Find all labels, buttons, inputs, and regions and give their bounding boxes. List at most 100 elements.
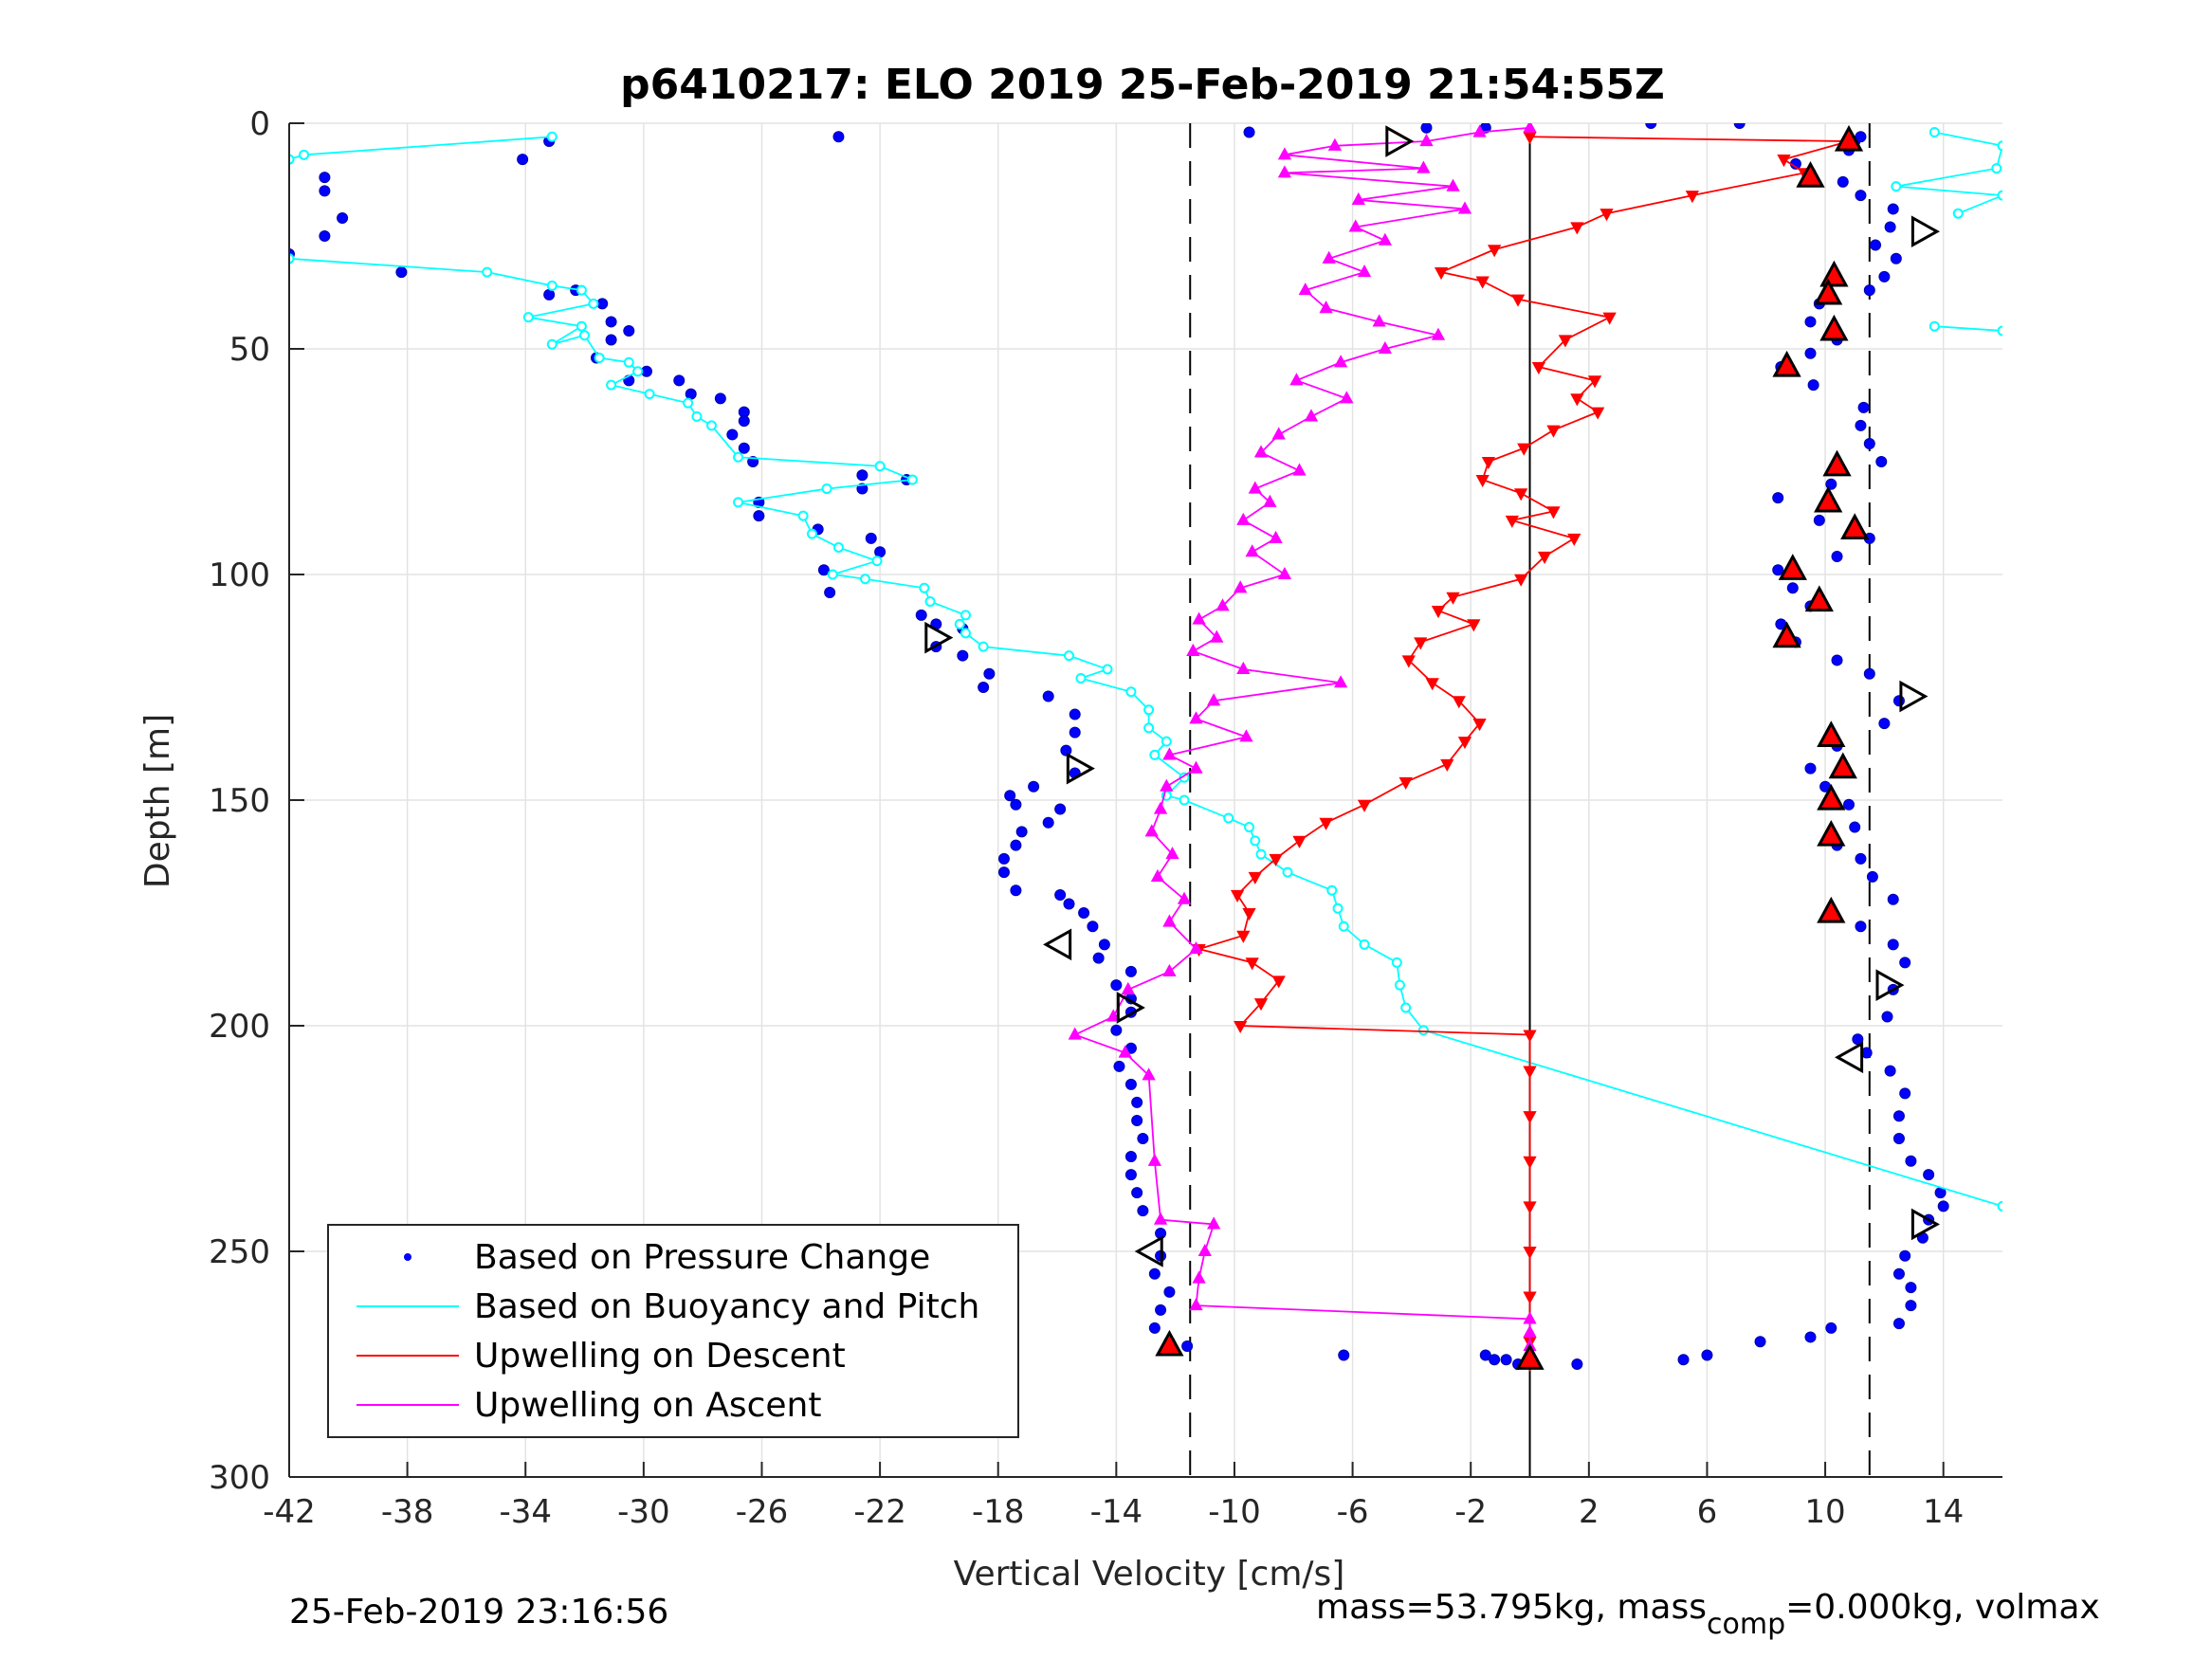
series-layer — [289, 123, 2002, 1373]
descent-point-18 — [1517, 443, 1531, 456]
descent-point-40 — [1292, 835, 1307, 848]
descent-point-23 — [1505, 515, 1519, 528]
pressure-point-59 — [1098, 939, 1110, 951]
ascent-point-8 — [1351, 191, 1365, 205]
descent-point-56 — [1523, 1246, 1537, 1260]
footer-mass-suffix: =0.000kg, volmax — [1785, 1588, 2100, 1627]
buoyancy-point-1-40 — [1161, 736, 1172, 747]
x-tick-label-12: 6 — [1697, 1493, 1718, 1531]
descent-point-33 — [1452, 696, 1466, 709]
pressure-point-146 — [1804, 347, 1817, 359]
descent-point-14 — [1587, 375, 1602, 389]
buoyancy-point-0-0 — [546, 131, 558, 142]
buoyancy-point-1-17 — [733, 451, 744, 463]
descent-point-44 — [1242, 907, 1256, 921]
ascent-point-38 — [1333, 675, 1348, 688]
buoyancy-point-1-52 — [1338, 921, 1349, 932]
descent-point-57 — [1523, 1291, 1537, 1304]
descent-point-27 — [1446, 592, 1460, 605]
buoyancy-point-2-2 — [1991, 163, 2002, 174]
pressure-point-104 — [1923, 1169, 1935, 1181]
pressure-point-56 — [1063, 898, 1075, 910]
ascent-point-5 — [1417, 160, 1431, 173]
y-tick-label-0: 0 — [249, 105, 270, 143]
pressure-point-40 — [1042, 690, 1054, 702]
x-tick-label-14: 14 — [1923, 1493, 1964, 1531]
ascent-point-3 — [1327, 137, 1343, 151]
descent-point-55 — [1523, 1201, 1537, 1214]
legend-label-2: Upwelling on Descent — [474, 1337, 846, 1376]
pressure-point-155 — [1887, 203, 1899, 215]
buoyancy-point-3-0 — [1929, 320, 1940, 332]
descent-point-29 — [1467, 619, 1481, 632]
buoyancy-point-1-18 — [874, 461, 886, 472]
red-triangle-13 — [1828, 752, 1857, 779]
pressure-point-118 — [1866, 870, 1878, 883]
descent-point-10 — [1510, 294, 1526, 307]
buoyancy-point-1-56 — [1400, 1002, 1412, 1013]
pressure-point-3 — [337, 211, 349, 224]
ascent-point-36 — [1186, 643, 1200, 656]
buoyancy-point-1-38 — [1143, 704, 1155, 716]
pressure-point-87 — [1500, 1354, 1512, 1366]
buoyancy-point-1-58 — [1997, 1200, 2002, 1212]
open-triangle-right-7 — [1910, 1208, 1940, 1241]
buoyancy-point-1-10 — [623, 356, 634, 368]
red-triangle-8 — [1840, 513, 1870, 539]
pressure-point-133 — [1786, 582, 1799, 594]
buoyancy-point-1-4 — [588, 298, 599, 309]
pressure-point-10 — [623, 324, 635, 337]
descent-point-26 — [1514, 574, 1528, 587]
x-tick-label-5: -22 — [853, 1493, 906, 1531]
descent-point-49 — [1253, 998, 1269, 1012]
buoyancy-point-1-53 — [1359, 939, 1370, 950]
ascent-point-44 — [1160, 778, 1174, 792]
pressure-point-128 — [1863, 667, 1875, 680]
buoyancy-line-3 — [1934, 325, 2002, 332]
descent-point-13 — [1531, 361, 1546, 375]
descent-point-15 — [1570, 393, 1584, 407]
pressure-point-137 — [1813, 514, 1825, 526]
ascent-point-56 — [1118, 1045, 1132, 1058]
buoyancy-point-1-46 — [1244, 822, 1255, 833]
ascent-point-50 — [1162, 914, 1177, 927]
ascent-point-32 — [1234, 580, 1248, 593]
buoyancy-point-1-1 — [482, 266, 493, 278]
pressure-point-1 — [319, 172, 331, 184]
red-triangle-12 — [1817, 720, 1846, 747]
pressure-point-20 — [726, 428, 739, 441]
pressure-point-55 — [1054, 888, 1067, 901]
footer-mass-prefix: mass=53.795kg, mass — [1316, 1588, 1707, 1627]
buoyancy-point-1-57 — [1417, 1025, 1429, 1036]
open-triangle-left-2 — [1134, 1235, 1163, 1267]
pressure-point-49 — [1042, 816, 1054, 829]
red-triangle-14 — [1817, 783, 1846, 811]
pressure-point-45 — [1028, 780, 1040, 793]
ascent-point-63 — [1189, 1298, 1203, 1311]
ascent-point-15 — [1319, 301, 1333, 314]
buoyancy-point-1-29 — [924, 596, 936, 608]
buoyancy-point-1-49 — [1282, 866, 1293, 878]
red-triangle-3 — [1814, 278, 1843, 305]
red-triangle-4 — [1819, 314, 1849, 341]
descent-point-24 — [1567, 533, 1581, 546]
descent-point-7 — [1487, 245, 1502, 258]
buoyancy-point-1-6 — [576, 320, 587, 332]
descent-point-35 — [1457, 737, 1472, 750]
special-markers — [924, 124, 1940, 1370]
descent-point-4 — [1685, 191, 1700, 204]
pressure-point-143 — [1857, 401, 1870, 413]
pressure-point-53 — [997, 866, 1010, 879]
descent-point-19 — [1481, 456, 1496, 470]
legend-label-3: Upwelling on Ascent — [474, 1386, 821, 1425]
pressure-point-156 — [1855, 190, 1867, 202]
pressure-point-140 — [1875, 456, 1888, 467]
x-tick-label-11: 2 — [1579, 1493, 1600, 1531]
ascent-point-37 — [1236, 661, 1251, 675]
pressure-point-9 — [605, 316, 617, 328]
descent-point-53 — [1523, 1111, 1537, 1124]
pressure-point-62 — [1110, 979, 1123, 992]
buoyancy-point-1-0 — [289, 253, 295, 264]
ascent-point-51 — [1189, 941, 1203, 955]
x-tick-label-6: -18 — [972, 1493, 1025, 1531]
